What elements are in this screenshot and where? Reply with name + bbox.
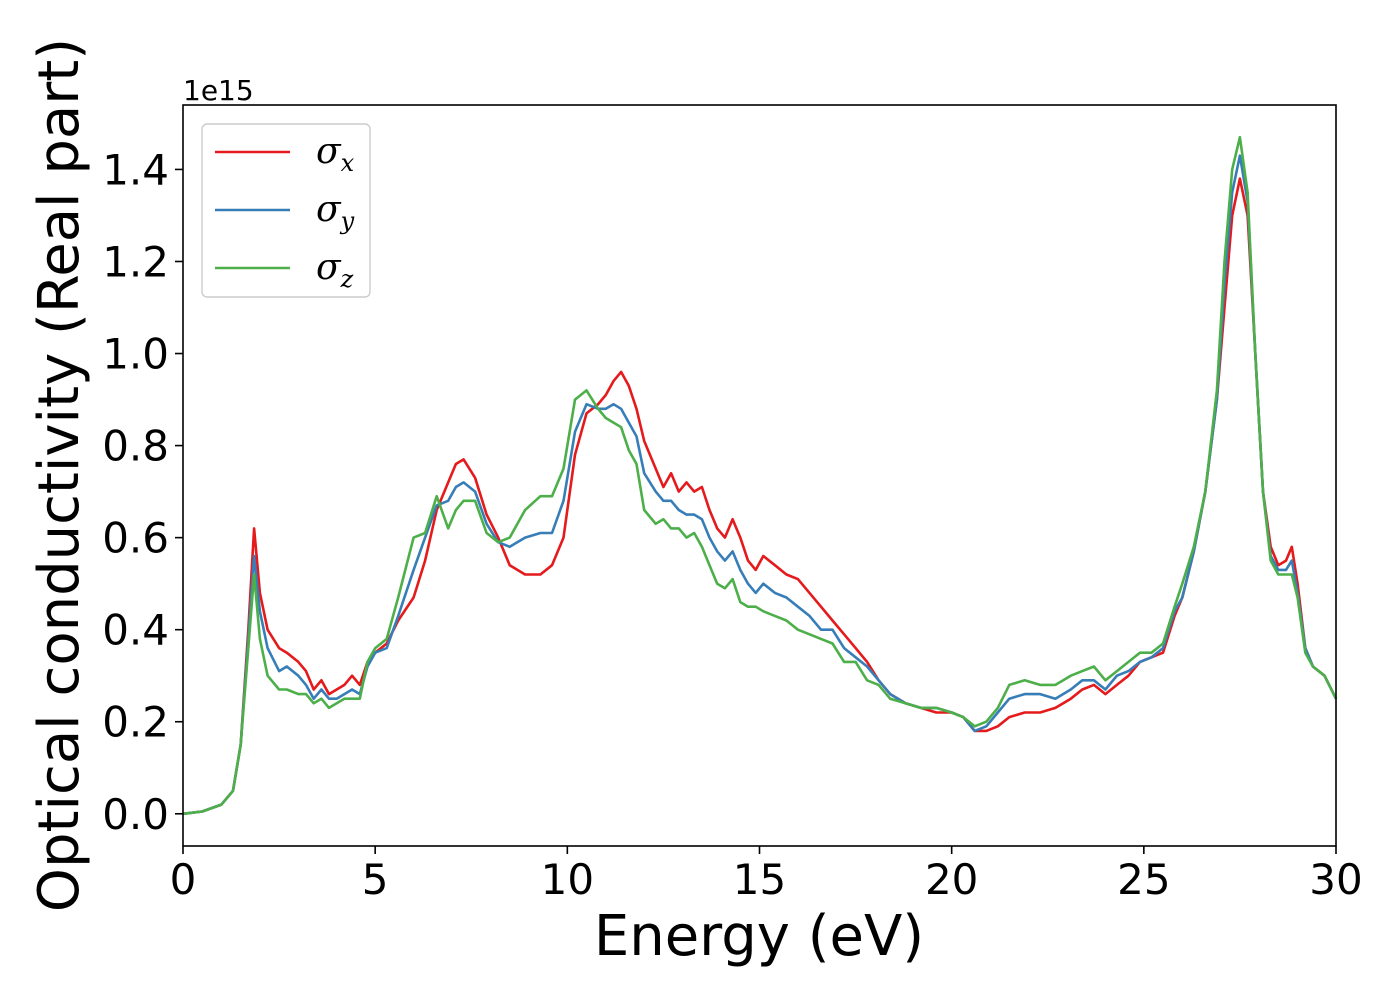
legend-subscript: z <box>340 265 354 293</box>
x-axis: 0 5 10 15 20 25 30 <box>170 846 1363 904</box>
y-tick-label: 1.4 <box>102 145 169 194</box>
y-tick-label: 0.0 <box>102 790 169 839</box>
y-axis-title: Optical conductivity (Real part) <box>27 38 92 912</box>
y-tick-label: 0.4 <box>102 606 169 655</box>
legend-symbol: σ <box>316 131 342 172</box>
legend-subscript: y <box>340 207 355 235</box>
legend-label-x: σx <box>316 131 355 177</box>
x-tick-label: 5 <box>362 855 389 904</box>
y-tick-label: 0.6 <box>102 514 169 563</box>
legend-label-y: σy <box>316 189 355 235</box>
y-tick-label: 0.2 <box>102 698 169 747</box>
y-axis: 0.0 0.2 0.4 0.6 0.8 1.0 1.2 1.4 <box>102 145 183 839</box>
y-tick-label: 0.8 <box>102 422 169 471</box>
x-tick-label: 10 <box>541 855 594 904</box>
legend-symbol: σ <box>316 247 342 288</box>
x-tick-label: 20 <box>925 855 978 904</box>
series-line-y <box>182 154 1338 816</box>
series-line-x <box>182 177 1338 816</box>
series-line-z <box>182 135 1338 816</box>
x-axis-title: Energy (eV) <box>594 904 924 969</box>
x-tick-label: 30 <box>1309 855 1362 904</box>
legend-subscript: x <box>341 149 355 177</box>
y-tick-label: 1.0 <box>102 330 169 379</box>
legend-symbol: σ <box>316 189 342 230</box>
legend-label-z: σz <box>316 247 354 293</box>
x-tick-label: 0 <box>170 855 197 904</box>
plot-lines <box>182 135 1338 816</box>
x-tick-label: 25 <box>1117 855 1170 904</box>
y-tick-label: 1.2 <box>102 237 169 286</box>
x-tick-label: 15 <box>733 855 786 904</box>
y-offset-label: 1e15 <box>183 74 254 107</box>
